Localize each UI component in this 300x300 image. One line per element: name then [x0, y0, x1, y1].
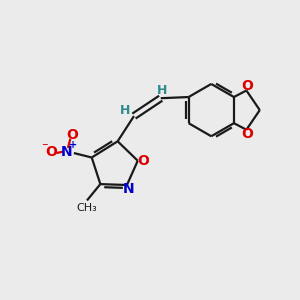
Text: N: N — [123, 182, 134, 197]
Text: H: H — [157, 84, 167, 97]
Text: CH₃: CH₃ — [76, 203, 98, 213]
Text: +: + — [69, 140, 77, 150]
Text: ⁻: ⁻ — [41, 141, 48, 154]
Text: O: O — [241, 127, 253, 141]
Text: O: O — [241, 79, 253, 93]
Text: O: O — [45, 146, 57, 160]
Text: O: O — [66, 128, 78, 142]
Text: O: O — [137, 154, 149, 168]
Text: N: N — [61, 145, 73, 159]
Text: H: H — [120, 104, 130, 117]
